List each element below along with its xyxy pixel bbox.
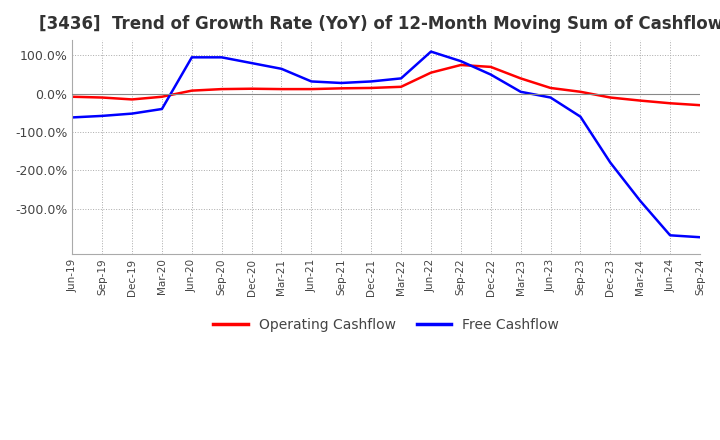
Operating Cashflow [636,98,644,103]
Free Cashflow [337,81,346,86]
Free Cashflow [606,160,615,165]
Operating Cashflow [516,76,525,81]
Free Cashflow [546,95,555,100]
Operating Cashflow [127,97,136,102]
Operating Cashflow [98,95,107,100]
Free Cashflow [487,72,495,77]
Free Cashflow [516,89,525,95]
Operating Cashflow [397,84,405,89]
Legend: Operating Cashflow, Free Cashflow: Operating Cashflow, Free Cashflow [207,312,565,337]
Line: Operating Cashflow: Operating Cashflow [72,65,700,105]
Operating Cashflow [187,88,196,93]
Operating Cashflow [367,85,376,91]
Operating Cashflow [666,101,675,106]
Free Cashflow [277,66,286,71]
Operating Cashflow [247,86,256,92]
Operating Cashflow [576,89,585,95]
Free Cashflow [187,55,196,60]
Free Cashflow [367,79,376,84]
Operating Cashflow [68,94,76,99]
Operating Cashflow [487,64,495,70]
Free Cashflow [427,49,436,54]
Operating Cashflow [217,87,226,92]
Free Cashflow [98,113,107,118]
Free Cashflow [696,235,704,240]
Free Cashflow [68,115,76,120]
Free Cashflow [158,106,166,112]
Operating Cashflow [696,103,704,108]
Free Cashflow [456,59,465,64]
Free Cashflow [636,198,644,204]
Operating Cashflow [337,86,346,91]
Free Cashflow [217,55,226,60]
Operating Cashflow [277,87,286,92]
Operating Cashflow [427,70,436,75]
Operating Cashflow [307,87,315,92]
Free Cashflow [127,111,136,116]
Free Cashflow [307,79,315,84]
Line: Free Cashflow: Free Cashflow [72,51,700,237]
Free Cashflow [576,114,585,119]
Operating Cashflow [456,62,465,68]
Operating Cashflow [606,95,615,100]
Free Cashflow [666,233,675,238]
Title: [3436]  Trend of Growth Rate (YoY) of 12-Month Moving Sum of Cashflows: [3436] Trend of Growth Rate (YoY) of 12-… [39,15,720,33]
Operating Cashflow [546,85,555,91]
Free Cashflow [247,60,256,66]
Operating Cashflow [158,94,166,99]
Free Cashflow [397,76,405,81]
